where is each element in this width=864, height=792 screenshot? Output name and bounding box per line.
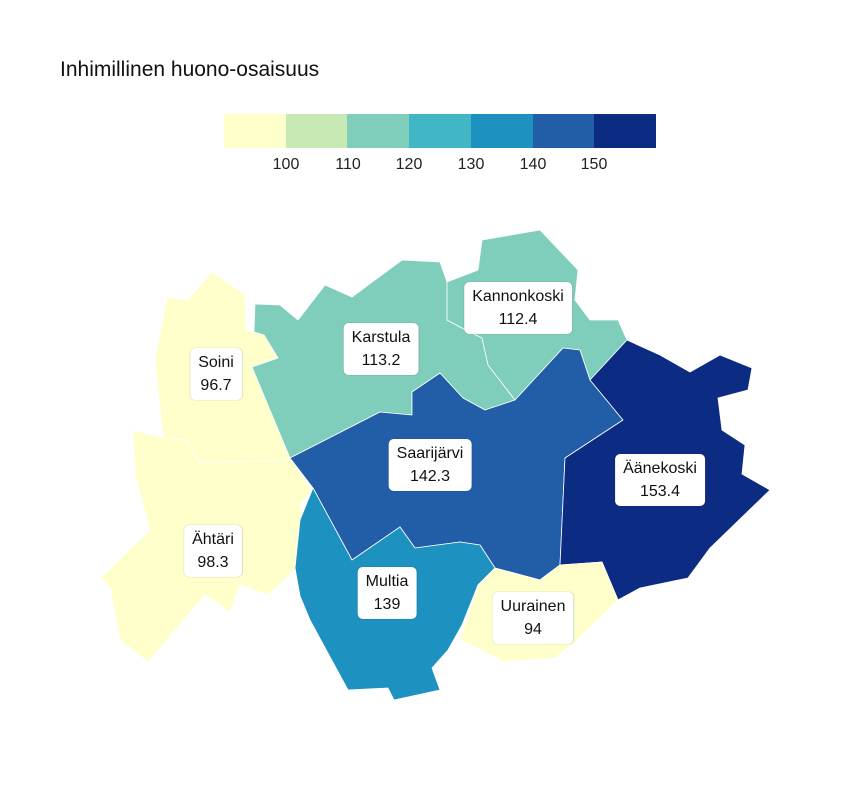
legend-swatch xyxy=(285,114,348,148)
region-name: Äänekoski xyxy=(623,460,697,477)
region-label: Multia 139 xyxy=(357,567,417,619)
legend-tick: 130 xyxy=(457,156,485,173)
region-label: Uurainen 94 xyxy=(492,592,574,644)
legend-ticks: 100 110 120 130 140 150 xyxy=(0,156,864,178)
color-legend xyxy=(224,114,657,148)
region-name: Saarijärvi xyxy=(396,445,464,462)
region-name: Soini xyxy=(198,354,234,371)
region-value: 142.3 xyxy=(409,468,451,485)
map-title: Inhimillinen huono-osaisuus xyxy=(60,58,320,81)
region-value: 153.4 xyxy=(639,483,681,500)
legend-tick: 110 xyxy=(335,156,361,173)
region-label: Kannonkoski 112.4 xyxy=(464,282,572,334)
region-name: Ähtäri xyxy=(192,531,234,548)
legend-tick: 100 xyxy=(272,156,300,173)
region-label: Äänekoski 153.4 xyxy=(615,454,705,506)
region-value: 112.4 xyxy=(498,311,538,328)
legend-swatch xyxy=(409,114,471,148)
legend-tick: 120 xyxy=(395,156,423,173)
legend-swatch xyxy=(594,114,657,148)
legend-swatch xyxy=(347,114,410,148)
legend-tick: 150 xyxy=(580,156,608,173)
region-name: Kannonkoski xyxy=(472,288,564,305)
region-value: 94 xyxy=(524,621,542,638)
legend-swatch xyxy=(224,114,286,148)
legend-tick: 140 xyxy=(519,156,547,173)
region-value: 96.7 xyxy=(200,377,232,394)
region-label: Karstula 113.2 xyxy=(343,323,419,375)
legend-swatch xyxy=(532,114,595,148)
region-name: Uurainen xyxy=(500,598,566,615)
region-name: Karstula xyxy=(351,329,411,346)
region-label: Soini 96.7 xyxy=(190,348,242,400)
region-name: Multia xyxy=(365,573,409,590)
region-label: Ähtäri 98.3 xyxy=(184,525,242,577)
region-value: 98.3 xyxy=(197,554,229,571)
region-label: Saarijärvi 142.3 xyxy=(388,439,472,491)
legend-swatch xyxy=(470,114,533,148)
region-value: 113.2 xyxy=(361,352,401,369)
region-value: 139 xyxy=(373,596,401,613)
